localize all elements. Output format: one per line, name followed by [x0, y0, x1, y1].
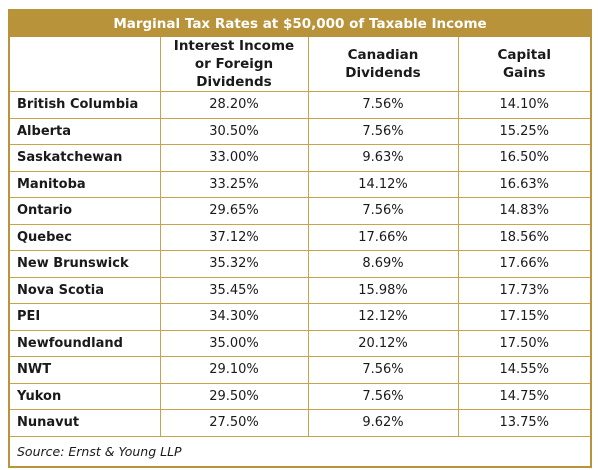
rate-cell: 8.69% — [307, 250, 458, 278]
rate-cell: 13.75% — [457, 409, 590, 437]
province-name: Nunavut — [10, 409, 160, 437]
table-body: Marginal Tax Rates at $50,000 of Taxable… — [10, 11, 590, 466]
rate-cell: 30.50% — [159, 118, 308, 145]
province-name: Ontario — [10, 197, 160, 225]
province-name: Saskatchewan — [10, 144, 160, 172]
table-row: New Brunswick 35.32% 8.69% 17.66% — [10, 250, 590, 278]
rate-cell: 27.50% — [159, 409, 308, 437]
province-name: Nova Scotia — [10, 277, 160, 304]
rate-cell: 29.65% — [159, 197, 308, 225]
tax-rate-table: Marginal Tax Rates at $50,000 of Taxable… — [8, 9, 592, 468]
rate-cell: 17.50% — [457, 330, 590, 357]
source-row: Source: Ernst & Young LLP — [10, 436, 590, 466]
header-line: Canadian — [347, 47, 419, 63]
header-line: Capital — [497, 47, 552, 63]
table-row: Saskatchewan 33.00% 9.63% 16.50% — [10, 144, 590, 172]
rate-cell: 29.50% — [159, 383, 308, 410]
rate-cell: 35.32% — [159, 250, 308, 278]
rate-cell: 7.56% — [307, 91, 458, 119]
rate-cell: 33.00% — [159, 144, 308, 172]
column-header-canadian-dividends: Canadian Dividends — [307, 37, 458, 92]
rate-cell: 16.63% — [457, 171, 590, 198]
province-name: NWT — [10, 356, 160, 384]
rate-cell: 20.12% — [307, 330, 458, 357]
rate-cell: 14.75% — [457, 383, 590, 410]
province-name: Newfoundland — [10, 330, 160, 357]
table-row: Nunavut 27.50% 9.62% 13.75% — [10, 409, 590, 437]
rate-cell: 7.56% — [307, 197, 458, 225]
table-row: British Columbia 28.20% 7.56% 14.10% — [10, 91, 590, 119]
province-name: Alberta — [10, 118, 160, 145]
province-name: Quebec — [10, 224, 160, 251]
header-line: or Foreign Dividends — [194, 56, 274, 90]
table-row: Alberta 30.50% 7.56% 15.25% — [10, 118, 590, 145]
rate-cell: 9.62% — [307, 409, 458, 437]
province-name: New Brunswick — [10, 250, 160, 278]
column-header-province — [10, 37, 160, 92]
column-header-interest: Interest Income or Foreign Dividends — [159, 37, 308, 92]
province-name: Yukon — [10, 383, 160, 410]
rate-cell: 35.00% — [159, 330, 308, 357]
rate-cell: 14.10% — [457, 91, 590, 119]
column-header-row: Interest Income or Foreign Dividends Can… — [10, 37, 590, 92]
table-row: Quebec 37.12% 17.66% 18.56% — [10, 224, 590, 251]
table-row: Manitoba 33.25% 14.12% 16.63% — [10, 171, 590, 198]
header-line: Gains — [503, 65, 546, 81]
rate-cell: 15.25% — [457, 118, 590, 145]
rate-cell: 7.56% — [307, 118, 458, 145]
header-line: Interest Income — [173, 38, 295, 54]
rate-cell: 14.12% — [307, 171, 458, 198]
rate-cell: 17.66% — [457, 250, 590, 278]
rate-cell: 7.56% — [307, 356, 458, 384]
rate-cell: 18.56% — [457, 224, 590, 251]
rate-cell: 17.73% — [457, 277, 590, 304]
table-title: Marginal Tax Rates at $50,000 of Taxable… — [10, 11, 590, 37]
province-name: Manitoba — [10, 171, 160, 198]
rate-cell: 28.20% — [159, 91, 308, 119]
rate-cell: 16.50% — [457, 144, 590, 172]
rate-cell: 14.55% — [457, 356, 590, 384]
province-name: PEI — [10, 303, 160, 331]
rate-cell: 37.12% — [159, 224, 308, 251]
table-row: NWT 29.10% 7.56% 14.55% — [10, 356, 590, 384]
table-row: PEI 34.30% 12.12% 17.15% — [10, 303, 590, 331]
table-row: Yukon 29.50% 7.56% 14.75% — [10, 383, 590, 410]
column-header-capital-gains: Capital Gains — [457, 37, 590, 92]
rate-cell: 12.12% — [307, 303, 458, 331]
table-row: Ontario 29.65% 7.56% 14.83% — [10, 197, 590, 225]
table-row: Newfoundland 35.00% 20.12% 17.50% — [10, 330, 590, 357]
rate-cell: 9.63% — [307, 144, 458, 172]
header-line: Dividends — [345, 65, 421, 81]
rate-cell: 17.66% — [307, 224, 458, 251]
rate-cell: 29.10% — [159, 356, 308, 384]
rate-cell: 17.15% — [457, 303, 590, 331]
rate-cell: 35.45% — [159, 277, 308, 304]
rate-cell: 34.30% — [159, 303, 308, 331]
rate-cell: 14.83% — [457, 197, 590, 225]
rate-cell: 15.98% — [307, 277, 458, 304]
rate-cell: 33.25% — [159, 171, 308, 198]
rate-cell: 7.56% — [307, 383, 458, 410]
source-note: Source: Ernst & Young LLP — [17, 443, 182, 459]
province-name: British Columbia — [10, 91, 160, 119]
table-row: Nova Scotia 35.45% 15.98% 17.73% — [10, 277, 590, 304]
